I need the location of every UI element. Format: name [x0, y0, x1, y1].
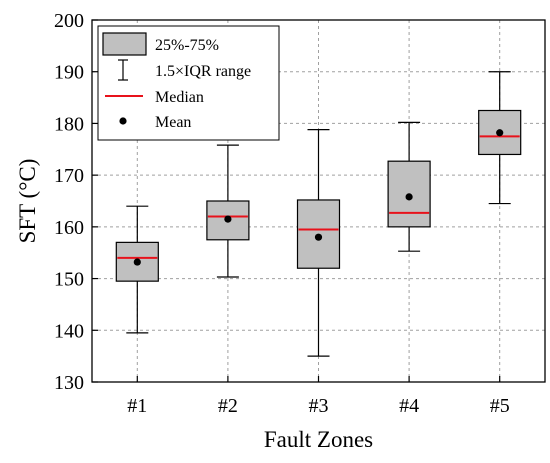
box-series [115, 71, 522, 357]
x-tick-label: #5 [490, 395, 510, 417]
legend-label: 25%-75% [155, 37, 219, 54]
legend-label: Mean [155, 114, 191, 131]
mean-point [405, 193, 413, 201]
box-2 [206, 144, 250, 278]
y-tick-label: 140 [54, 320, 84, 342]
box-5 [478, 71, 522, 205]
mean-point [314, 233, 323, 241]
mean-point [133, 258, 141, 266]
y-tick-label: 160 [54, 217, 84, 239]
iqr-box [115, 241, 159, 282]
y-tick-label: 150 [54, 269, 84, 291]
legend-label: Median [155, 89, 204, 106]
box-1 [115, 205, 159, 334]
legend-label: 1.5×IQR range [155, 63, 251, 80]
y-axis: 130 140 150 160 170 180 190 200 [54, 10, 98, 394]
legend-swatch-mean [119, 117, 127, 125]
y-axis-title: SFT (°C) [15, 159, 40, 244]
box-3 [296, 129, 341, 357]
legend-swatch-box [102, 32, 147, 56]
x-tick-label: #3 [309, 395, 329, 417]
x-axis-title: Fault Zones [264, 427, 373, 452]
legend: 25%-75% 1.5×IQR range Median Mean [97, 25, 280, 141]
y-tick-label: 130 [54, 372, 84, 394]
legend-item-line: Median [105, 89, 204, 106]
legend-item-whisker: 1.5×IQR range [118, 59, 251, 81]
legend-item-box: 25%-75% [102, 32, 219, 56]
y-tick-label: 190 [54, 62, 84, 84]
mean-point [496, 129, 504, 137]
y-tick-label: 180 [54, 113, 84, 135]
mean-point [224, 215, 232, 223]
x-tick-label: #1 [127, 395, 147, 417]
y-tick-label: 170 [54, 165, 84, 187]
y-tick-label: 200 [54, 10, 84, 32]
x-tick-label: #2 [218, 395, 238, 417]
x-tick-label: #4 [399, 395, 419, 417]
box-4 [387, 121, 431, 252]
legend-item-dot: Mean [119, 114, 191, 131]
x-axis: #1 #2 #3 #4 #5 [127, 376, 510, 417]
